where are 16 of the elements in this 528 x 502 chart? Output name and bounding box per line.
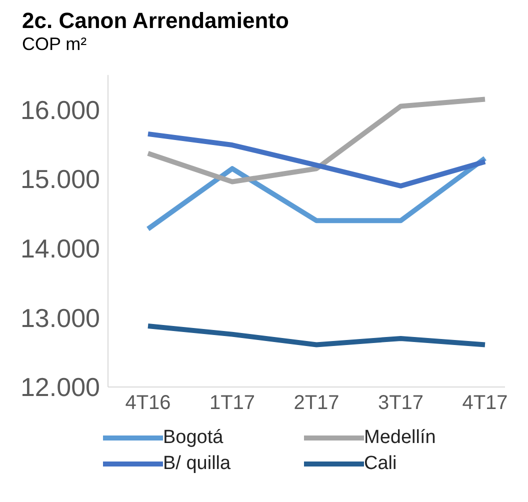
- x-tick-label: 4T16: [125, 392, 171, 414]
- x-tick-label: 2T17: [294, 392, 340, 414]
- y-tick-label: 15.000: [20, 164, 100, 194]
- y-tick-label: 16.000: [20, 94, 100, 125]
- chart-title: 2c. Canon Arrendamiento: [22, 8, 290, 34]
- x-tick-label: 3T17: [378, 392, 424, 414]
- y-tick-label: 14.000: [20, 234, 100, 264]
- chart-subtitle: COP m²: [22, 34, 88, 55]
- x-tick-label: 4T17: [462, 392, 508, 414]
- legend-label: Cali: [364, 453, 397, 475]
- legend-label: Bogotá: [163, 427, 224, 449]
- legend-label: Medellín: [364, 427, 436, 449]
- y-tick-label: 13.000: [20, 302, 100, 333]
- x-tick-label: 1T17: [209, 392, 256, 414]
- y-tick-label: 12.000: [20, 372, 100, 402]
- legend-label: B/ quilla: [163, 453, 231, 475]
